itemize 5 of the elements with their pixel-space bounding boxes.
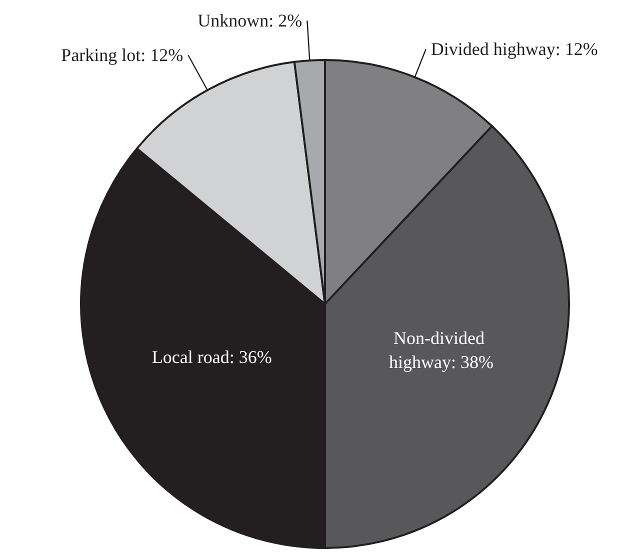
- slice-label: Divided highway: 12%: [430, 39, 598, 60]
- slice-label: Parking lot: 12%: [61, 45, 184, 66]
- slice-label: Unknown: 2%: [198, 10, 302, 31]
- slice-label: Non-divided highway: 38%: [388, 328, 494, 372]
- slice-label: Local road: 36%: [152, 347, 272, 368]
